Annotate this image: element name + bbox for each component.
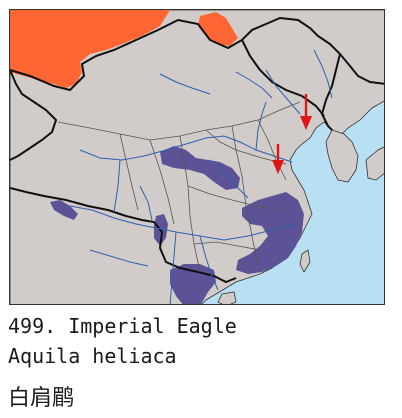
map-svg (10, 10, 384, 304)
national-border-south (10, 187, 237, 284)
japan (365, 146, 384, 181)
distribution-map (9, 9, 385, 305)
national-border-northeast (320, 53, 341, 131)
scientific-name: Aquila heliaca (8, 344, 177, 368)
wintering-range-west (50, 200, 78, 220)
wintering-range-central (160, 146, 240, 190)
chinese-name: 白肩鹛 (8, 386, 75, 411)
arrow-icon (300, 94, 312, 130)
province-borders (57, 101, 301, 273)
national-border-west (10, 69, 58, 161)
national-border-inner (241, 39, 325, 117)
taiwan (299, 249, 311, 273)
wintering-range-southeast (236, 192, 304, 274)
species-title: 499. Imperial Eagle (8, 314, 237, 338)
korea (325, 129, 359, 183)
rivers (69, 49, 333, 304)
hainan (217, 291, 237, 304)
arrow-icon (272, 144, 284, 174)
breeding-range-west (10, 10, 170, 88)
national-border-north (10, 16, 384, 92)
